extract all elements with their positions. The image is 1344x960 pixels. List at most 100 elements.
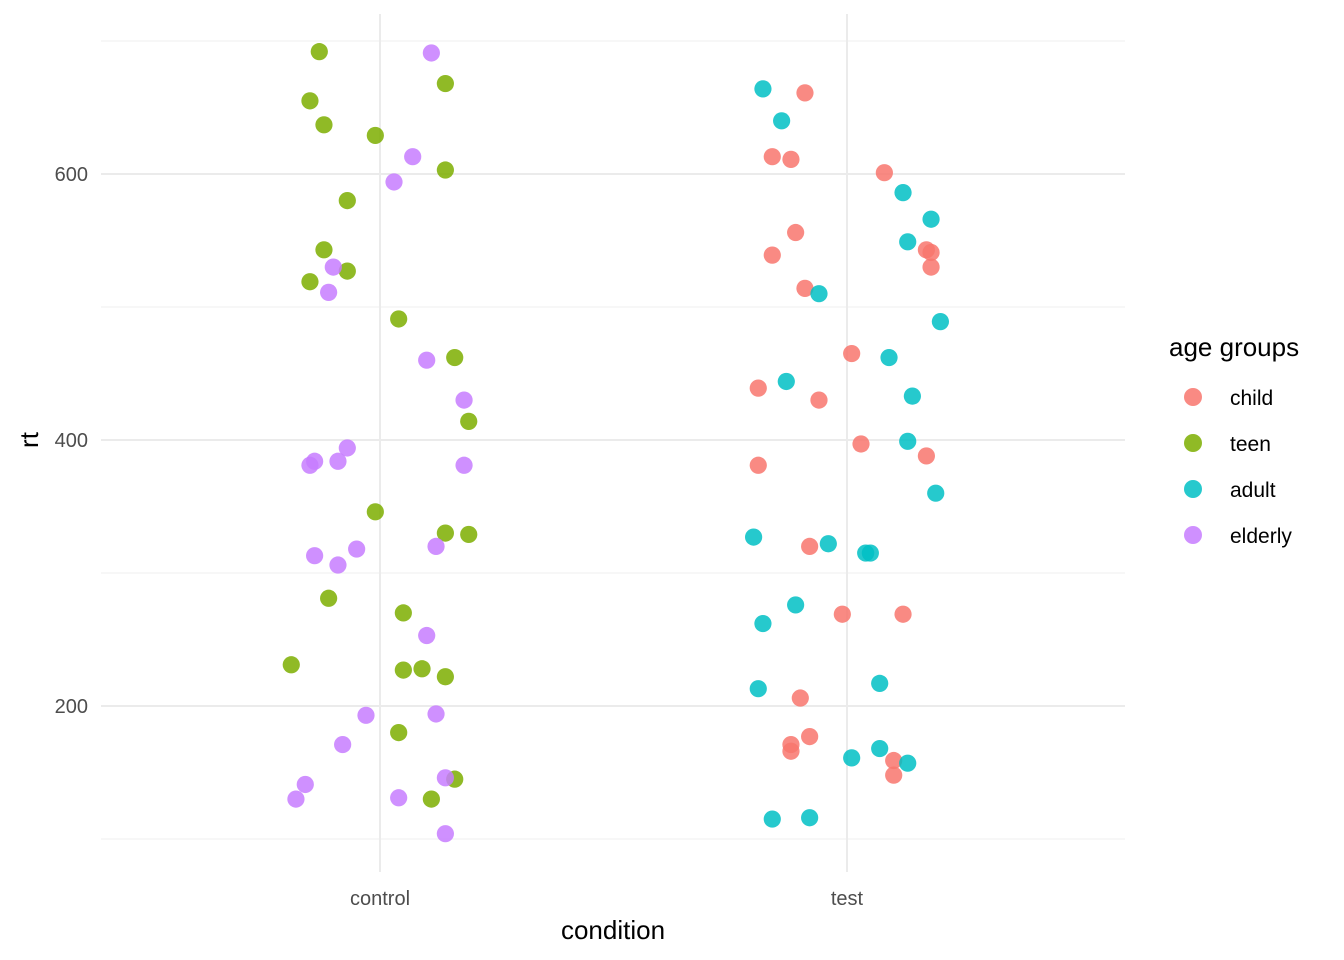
data-point-adult: [931, 313, 950, 331]
data-point-child: [749, 379, 767, 397]
data-point-child: [833, 605, 851, 623]
data-point-elderly: [418, 351, 436, 369]
data-point-elderly: [320, 283, 338, 301]
y-tick-label: 200: [55, 696, 88, 718]
data-point-adult: [861, 544, 879, 562]
data-point-adult: [922, 210, 940, 228]
data-point-elderly: [338, 439, 356, 457]
data-point-adult: [871, 674, 889, 692]
data-point-elderly: [306, 547, 324, 565]
data-point-adult: [894, 184, 912, 202]
data-point-teen: [366, 503, 384, 521]
grid-lines: [101, 14, 1125, 872]
data-point-elderly: [348, 540, 366, 558]
data-point-teen: [422, 790, 440, 808]
data-point-adult: [754, 614, 772, 633]
data-point-adult: [871, 739, 889, 758]
data-point-child: [885, 751, 903, 770]
data-points: [282, 43, 950, 843]
legend-key-adult: [1184, 480, 1202, 498]
data-point-child: [810, 391, 828, 409]
legend-label-elderly: elderly: [1230, 525, 1292, 548]
y-tick-label: 400: [55, 430, 88, 452]
data-point-child: [843, 344, 861, 363]
legend-key-teen: [1184, 434, 1202, 452]
x-tick-label: test: [831, 888, 864, 910]
legend-title: age groups: [1169, 332, 1299, 362]
data-point-elderly: [334, 735, 352, 754]
data-point-child: [782, 742, 800, 760]
data-point-child: [801, 727, 819, 746]
data-point-elderly: [455, 456, 473, 474]
data-point-elderly: [287, 790, 305, 808]
data-point-adult: [899, 754, 917, 772]
legend-label-teen: teen: [1230, 433, 1271, 456]
data-point-elderly: [436, 769, 454, 787]
data-point-adult: [819, 535, 837, 553]
data-point-elderly: [329, 452, 347, 470]
data-point-child: [922, 258, 940, 276]
data-point-child: [885, 766, 903, 784]
data-point-teen: [394, 604, 412, 622]
data-point-adult: [880, 348, 898, 367]
data-point-teen: [315, 241, 333, 259]
x-axis-ticks: control test: [350, 888, 864, 910]
data-point-teen: [366, 126, 384, 145]
data-point-elderly: [357, 706, 375, 724]
data-point-teen: [282, 656, 300, 674]
data-point-child: [796, 84, 814, 102]
data-point-teen: [310, 43, 328, 61]
data-point-teen: [446, 348, 464, 367]
legend-label-adult: adult: [1230, 479, 1276, 502]
data-point-elderly: [436, 825, 454, 843]
data-point-adult: [899, 432, 917, 450]
data-point-child: [763, 246, 781, 264]
data-point-child: [787, 223, 805, 242]
x-tick-label: control: [350, 888, 410, 910]
data-point-teen: [460, 525, 478, 544]
data-point-elderly: [418, 626, 436, 645]
data-point-adult: [763, 810, 781, 828]
data-point-elderly: [385, 173, 403, 191]
data-point-elderly: [296, 775, 314, 794]
data-point-adult: [749, 680, 767, 698]
data-point-teen: [390, 724, 408, 742]
data-point-elderly: [390, 789, 408, 807]
data-point-adult: [787, 596, 805, 614]
data-point-teen: [436, 524, 454, 542]
data-point-elderly: [324, 258, 342, 276]
data-point-teen: [301, 92, 319, 110]
data-point-child: [875, 164, 893, 182]
data-point-elderly: [427, 705, 445, 723]
data-point-teen: [436, 74, 454, 93]
data-point-adult: [754, 80, 772, 98]
data-point-teen: [390, 310, 408, 328]
data-point-teen: [338, 262, 356, 280]
data-point-child: [796, 279, 814, 297]
data-point-child: [782, 150, 800, 168]
legend-key-child: [1184, 388, 1202, 406]
data-point-elderly: [301, 456, 319, 474]
data-point-adult: [777, 372, 795, 391]
y-axis-ticks: 200 400 600: [55, 164, 88, 718]
data-point-teen: [301, 273, 319, 291]
legend: age groups child teen adult elderly: [1169, 332, 1299, 548]
data-point-adult: [903, 387, 921, 405]
data-point-teen: [413, 660, 431, 678]
data-point-adult: [745, 528, 763, 546]
data-point-teen: [394, 661, 412, 679]
legend-label-child: child: [1230, 387, 1273, 410]
data-point-child: [917, 447, 935, 465]
legend-key-elderly: [1184, 526, 1202, 544]
data-point-child: [763, 148, 781, 166]
data-point-elderly: [404, 148, 422, 166]
data-point-teen: [436, 668, 454, 686]
data-point-adult: [927, 484, 945, 502]
data-point-teen: [315, 116, 333, 134]
data-point-elderly: [427, 537, 445, 556]
data-point-elderly: [455, 391, 473, 409]
data-point-child: [749, 456, 767, 474]
data-point-child: [922, 243, 940, 262]
data-point-adult: [899, 233, 917, 251]
